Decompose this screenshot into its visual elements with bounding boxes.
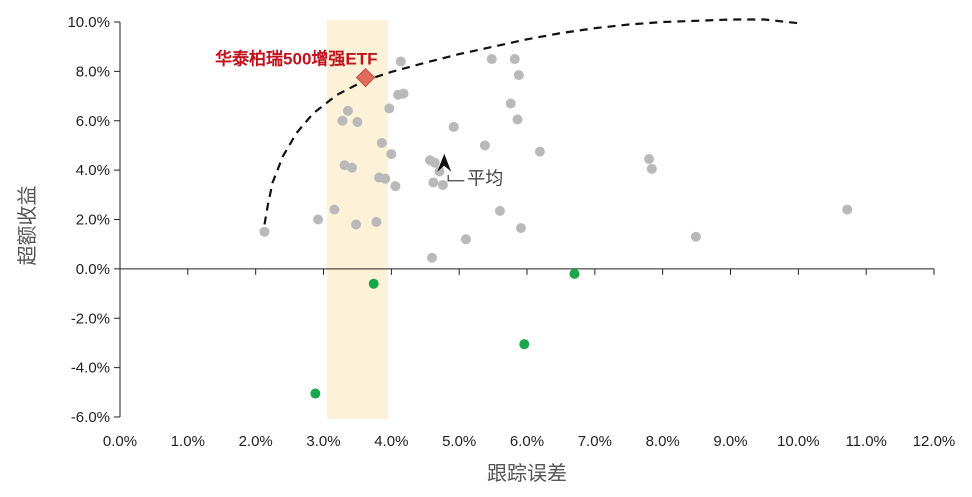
x-tick-label: 12.0% xyxy=(913,433,956,450)
axes: -6.0% -4.0% -2.0% 0.0% 2.0% 4.0% 6.0% 8.0% 10.0%… xyxy=(67,14,955,450)
negative-point xyxy=(569,268,580,279)
fund-point xyxy=(437,179,448,190)
x-tick-label: 6.0% xyxy=(510,433,544,450)
fund-point xyxy=(428,177,439,188)
average-bracket xyxy=(447,174,465,182)
y-tick-label: 4.0% xyxy=(76,162,110,179)
x-tick-label: 10.0% xyxy=(777,433,820,450)
fund-point xyxy=(509,54,520,65)
y-tick-label: 0.0% xyxy=(76,261,110,278)
fund-point xyxy=(644,154,655,165)
average-label: 平均 xyxy=(467,169,503,189)
x-tick-label: 4.0% xyxy=(374,433,408,450)
fund-point xyxy=(494,205,505,216)
fund-point xyxy=(427,252,438,263)
fund-point xyxy=(460,234,471,245)
negative-point xyxy=(368,278,379,289)
x-tick-label: 3.0% xyxy=(306,433,340,450)
frontier-curve xyxy=(263,18,799,225)
x-tick-label: 2.0% xyxy=(239,433,273,450)
average-marker xyxy=(437,153,452,172)
x-tick-label: 7.0% xyxy=(578,433,612,450)
fund-point xyxy=(512,114,523,125)
frontier-curve-layer xyxy=(263,18,799,225)
fund-point xyxy=(329,204,340,215)
fund-point xyxy=(371,216,382,227)
x-tick-label: 8.0% xyxy=(646,433,680,450)
fund-point xyxy=(346,162,357,173)
x-tick-label: 1.0% xyxy=(171,433,205,450)
highlight-point xyxy=(355,67,376,88)
fund-point xyxy=(646,163,657,174)
fund-point xyxy=(351,219,362,230)
fund-point xyxy=(505,98,516,109)
annotations xyxy=(437,153,465,182)
fund-point xyxy=(513,70,524,81)
y-axis-title: 超额收益 xyxy=(16,186,39,266)
y-tick-label: 6.0% xyxy=(76,113,110,130)
fund-point xyxy=(448,121,459,132)
x-tick-label: 9.0% xyxy=(713,433,747,450)
fund-point xyxy=(259,226,270,237)
fund-point xyxy=(376,137,387,148)
fund-point xyxy=(337,115,348,126)
y-tick-label: -2.0% xyxy=(71,310,110,327)
x-tick-label: 11.0% xyxy=(845,433,886,450)
x-tick-label: 0.0% xyxy=(103,433,137,450)
negative-point xyxy=(519,339,530,350)
x-axis-title: 跟踪误差 xyxy=(487,462,567,485)
x-tick-label: 5.0% xyxy=(442,433,476,450)
y-tick-label: 2.0% xyxy=(76,212,110,229)
y-tick-label: 10.0% xyxy=(67,14,110,31)
y-tick-label: -6.0% xyxy=(71,409,110,426)
fund-point xyxy=(384,103,395,114)
fund-point xyxy=(398,88,409,99)
fund-point xyxy=(380,173,391,184)
fund-point xyxy=(486,54,497,65)
y-tick-label: 8.0% xyxy=(76,63,110,80)
highlight-fund-label: 华泰柏瑞500增强ETF xyxy=(215,49,377,69)
fund-point xyxy=(690,231,701,242)
negative-point xyxy=(310,388,321,399)
fund-point xyxy=(342,105,353,116)
fund-point xyxy=(534,146,545,157)
fund-point xyxy=(842,204,853,215)
fund-point xyxy=(313,214,324,225)
y-tick-label: -4.0% xyxy=(71,360,110,377)
fund-point xyxy=(429,157,440,168)
fund-point xyxy=(390,181,401,192)
fund-point xyxy=(515,223,526,234)
fund-point xyxy=(434,166,445,177)
fund-point xyxy=(395,56,406,67)
fund-point xyxy=(386,149,397,160)
fund-point xyxy=(479,140,490,151)
scatter-points xyxy=(259,54,853,399)
fund-point xyxy=(352,116,363,127)
